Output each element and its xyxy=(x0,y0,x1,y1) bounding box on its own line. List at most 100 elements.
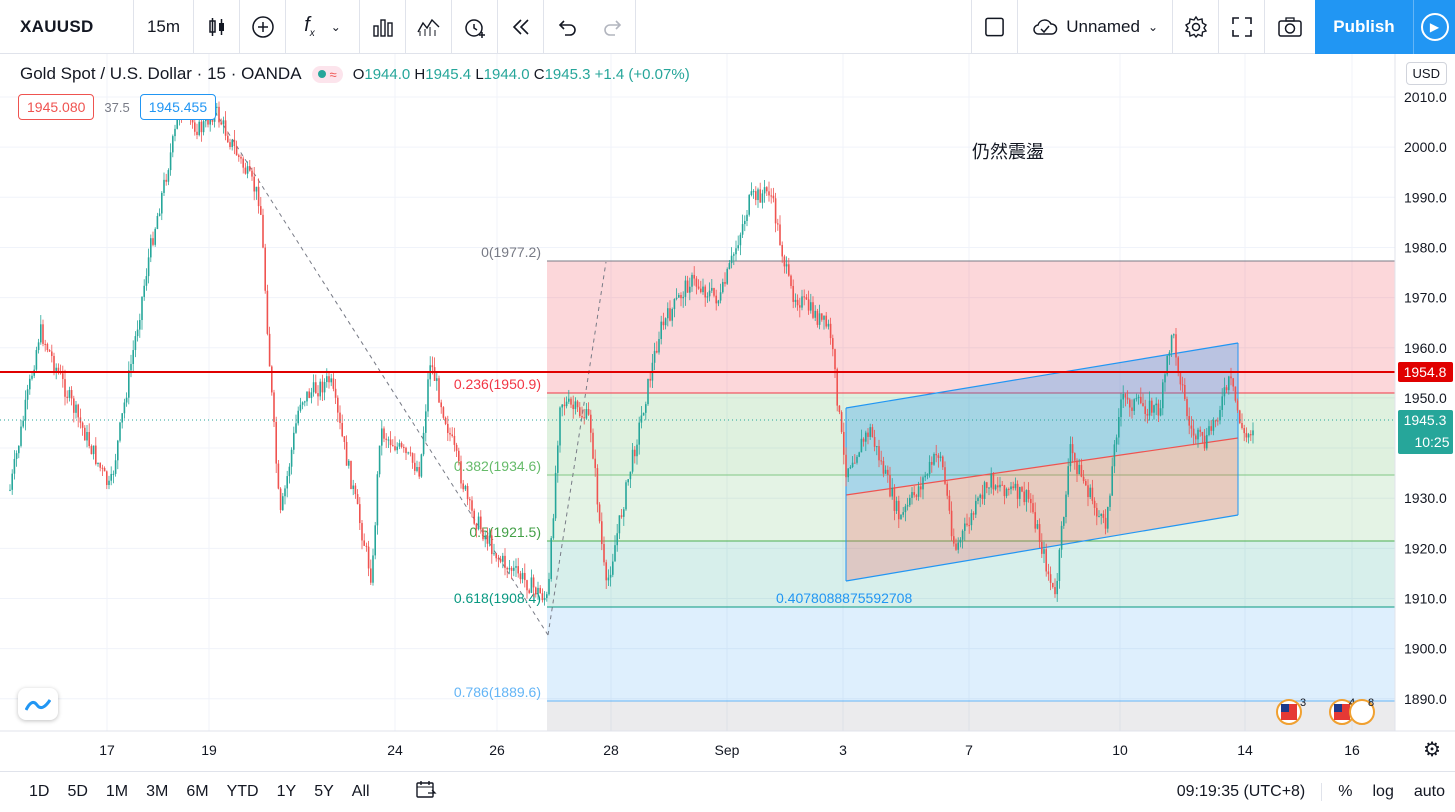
fib-level-label: 0(1977.2) xyxy=(481,244,541,260)
date-range-calendar-icon[interactable] xyxy=(415,779,437,804)
time-tick-label: Sep xyxy=(715,742,740,758)
trend-line-dashed-2[interactable] xyxy=(547,261,607,636)
alert-clock-icon[interactable] xyxy=(452,0,498,54)
parallel-channel[interactable] xyxy=(845,342,1239,582)
undo-icon[interactable] xyxy=(544,0,590,54)
candle-body xyxy=(550,538,552,579)
candle-body xyxy=(262,214,264,248)
market-status-pill[interactable]: ≈ xyxy=(311,65,343,83)
candle-body xyxy=(1043,549,1045,554)
economic-event-flag-3[interactable]: 8 xyxy=(1349,697,1375,725)
candle-body xyxy=(103,468,106,472)
replay-icon[interactable] xyxy=(498,0,544,54)
candle-body xyxy=(310,392,313,398)
range-button-3m[interactable]: 3M xyxy=(146,782,169,800)
symbol-search-button[interactable]: XAUUSD xyxy=(0,0,134,54)
candle-body xyxy=(438,378,440,403)
candle-body xyxy=(359,504,361,524)
range-button-5d[interactable]: 5D xyxy=(67,782,88,800)
candle-body xyxy=(669,308,671,321)
price-chart[interactable]: 0(1977.2)0.236(1950.9)0.382(1934.6)0.5(1… xyxy=(0,54,1455,771)
candle-body xyxy=(722,282,724,293)
compare-add-icon[interactable] xyxy=(240,0,286,54)
candle-body xyxy=(119,422,121,441)
buy-price-button[interactable]: 1945.455 xyxy=(139,94,217,120)
time-axis[interactable] xyxy=(0,731,1395,771)
candle-body xyxy=(796,299,799,306)
range-button-1y[interactable]: 1Y xyxy=(276,782,297,800)
candle-body xyxy=(799,305,801,308)
candle-body xyxy=(988,487,990,489)
log-toggle[interactable]: log xyxy=(1372,782,1394,800)
fullscreen-icon[interactable] xyxy=(1219,0,1265,54)
candle-body xyxy=(876,446,878,448)
play-button[interactable]: ▶ xyxy=(1413,0,1455,54)
price-tick-label: 1900.0 xyxy=(1404,641,1447,657)
currency-button[interactable]: USD xyxy=(1405,62,1447,85)
camera-icon[interactable] xyxy=(1265,0,1315,54)
chart-templates-icon[interactable] xyxy=(406,0,452,54)
candle-body xyxy=(46,343,49,351)
layout-square-icon[interactable] xyxy=(972,0,1019,54)
axis-settings-gear-icon[interactable]: ⚙ xyxy=(1423,739,1441,761)
legend-symbol-title[interactable]: Gold Spot / U.S. Dollar · 15 · OANDA xyxy=(20,64,302,83)
candle-body xyxy=(66,396,68,398)
range-button-1d[interactable]: 1D xyxy=(29,782,50,800)
candle-body xyxy=(354,485,357,495)
percent-toggle[interactable]: % xyxy=(1321,782,1362,801)
market-open-dot-icon xyxy=(317,70,326,78)
economic-event-flag-2[interactable]: 4 xyxy=(1329,697,1355,725)
auto-toggle[interactable]: auto xyxy=(1413,782,1445,800)
candle-body xyxy=(779,224,781,245)
range-button-6m[interactable]: 6M xyxy=(186,782,209,800)
candle-body xyxy=(176,120,178,129)
time-tick-label: 10 xyxy=(1112,742,1128,758)
candle-body xyxy=(20,426,22,446)
svg-text:3: 3 xyxy=(1300,697,1306,709)
timezone-clock[interactable]: 09:19:35 (UTC+8) xyxy=(1176,782,1306,800)
candle-body xyxy=(1168,352,1171,356)
annotation-text[interactable]: 仍然震盪 xyxy=(972,142,1044,163)
redo-icon[interactable] xyxy=(590,0,636,54)
tradingview-logo-icon[interactable] xyxy=(18,688,58,720)
range-button-ytd[interactable]: YTD xyxy=(226,782,259,800)
candle-body xyxy=(1003,485,1006,497)
candle-body xyxy=(975,501,977,515)
indicators-button[interactable]: fx ⌄ xyxy=(286,0,360,54)
bar-chart-icon[interactable] xyxy=(360,0,406,54)
candle-body xyxy=(526,580,528,591)
candle-body xyxy=(667,308,669,319)
candle-body xyxy=(1151,400,1153,413)
candle-body xyxy=(154,228,156,245)
candle-body xyxy=(955,543,957,550)
price-axis[interactable] xyxy=(1395,54,1455,731)
candle-body xyxy=(785,264,788,267)
candles-icon[interactable] xyxy=(194,0,240,54)
economic-event-flag-1[interactable]: 3 xyxy=(1276,697,1306,725)
candle-body xyxy=(801,296,803,308)
save-layout-button[interactable]: Unnamed ⌄ xyxy=(1018,0,1173,54)
candle-body xyxy=(563,404,566,407)
channel-mid-line[interactable] xyxy=(845,437,1239,496)
range-button-5y[interactable]: 5Y xyxy=(314,782,334,800)
candle-body xyxy=(849,467,852,469)
time-tick-label: 17 xyxy=(99,742,115,758)
candle-body xyxy=(777,223,779,225)
interval-button[interactable]: 15m xyxy=(134,0,194,54)
candle-body xyxy=(552,518,555,539)
sell-price-button[interactable]: 1945.080 xyxy=(18,94,95,120)
candle-body xyxy=(431,365,434,368)
candle-body xyxy=(1228,376,1230,391)
publish-button[interactable]: Publish xyxy=(1315,0,1413,54)
candle-body xyxy=(88,432,90,447)
candle-body xyxy=(1192,428,1195,436)
settings-gear-icon[interactable] xyxy=(1173,0,1219,54)
candle-body xyxy=(134,336,137,351)
candle-body xyxy=(1129,399,1131,408)
range-button-all[interactable]: All xyxy=(351,782,370,800)
channel-top-line[interactable] xyxy=(845,342,1239,409)
candle-body xyxy=(691,274,693,287)
candle-body xyxy=(1203,435,1206,449)
range-button-1m[interactable]: 1M xyxy=(105,782,129,800)
candle-body xyxy=(141,296,143,321)
